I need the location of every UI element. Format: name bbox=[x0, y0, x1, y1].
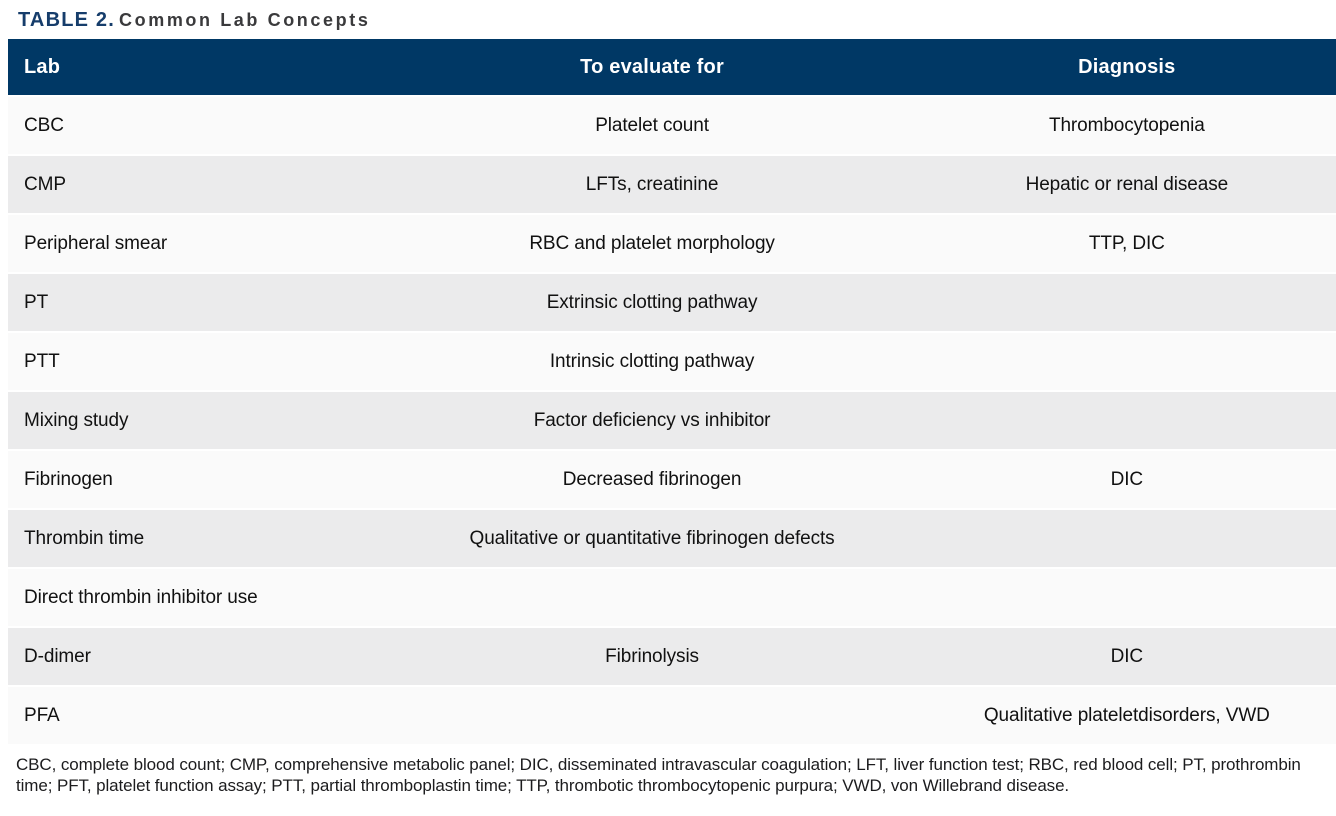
cell-evaluate bbox=[386, 686, 918, 746]
cell-diagnosis: Hepatic or renal disease bbox=[917, 155, 1336, 215]
table-row: PTT Intrinsic clotting pathway bbox=[8, 332, 1336, 392]
cell-evaluate: Decreased fibrinogen bbox=[386, 450, 918, 510]
table-row: PFA Qualitative plateletdisorders, VWD bbox=[8, 686, 1336, 746]
table-row: Thrombin time Qualitative or quantitative… bbox=[8, 509, 1336, 569]
table-caption: TABLE 2. Common Lab Concepts bbox=[18, 0, 1336, 39]
cell-lab: PFA bbox=[8, 686, 387, 746]
cell-diagnosis bbox=[917, 391, 1336, 451]
abbreviations-footnote: CBC, complete blood count; CMP, comprehe… bbox=[16, 755, 1301, 796]
cell-lab: Fibrinogen bbox=[8, 450, 387, 510]
cell-evaluate: Extrinsic clotting pathway bbox=[386, 273, 918, 333]
cell-diagnosis bbox=[917, 568, 1336, 628]
cell-lab: Thrombin time bbox=[8, 509, 387, 569]
table-row: PT Extrinsic clotting pathway bbox=[8, 273, 1336, 333]
cell-lab: Mixing study bbox=[8, 391, 387, 451]
cell-diagnosis bbox=[917, 273, 1336, 333]
table-header-row: Lab To evaluate for Diagnosis bbox=[8, 39, 1336, 97]
cell-lab: CBC bbox=[8, 96, 387, 156]
cell-diagnosis: Thrombocytopenia bbox=[917, 96, 1336, 156]
cell-diagnosis: DIC bbox=[917, 627, 1336, 687]
table-row: CMP LFTs, creatinine Hepatic or renal dise… bbox=[8, 155, 1336, 215]
table-row: Peripheral smear RBC and platelet morphol… bbox=[8, 214, 1336, 274]
table-body: CBC Platelet count Thrombocytopenia CMP LFTs… bbox=[8, 96, 1336, 746]
cell-evaluate: Platelet count bbox=[386, 96, 918, 156]
cell-lab: PTT bbox=[8, 332, 387, 392]
cell-lab: PT bbox=[8, 273, 387, 333]
cell-diagnosis bbox=[917, 332, 1336, 392]
cell-diagnosis: TTP, DIC bbox=[917, 214, 1336, 274]
table-row: D-dimer Fibrinolysis DIC bbox=[8, 627, 1336, 687]
cell-lab: CMP bbox=[8, 155, 387, 215]
common-lab-concepts-table: Lab To evaluate for Diagnosis CBC Platele… bbox=[8, 39, 1336, 746]
table-row: Direct thrombin inhibitor use bbox=[8, 568, 1336, 628]
cell-evaluate: Factor deficiency vs inhibitor bbox=[386, 391, 918, 451]
column-header-diagnosis: Diagnosis bbox=[917, 39, 1336, 97]
table-caption-label: TABLE 2. bbox=[18, 9, 116, 31]
cell-evaluate: Intrinsic clotting pathway bbox=[386, 332, 918, 392]
column-header-to-evaluate-for: To evaluate for bbox=[386, 39, 918, 97]
cell-evaluate: Qualitative or quantitative fibrinogen d… bbox=[386, 509, 918, 569]
cell-evaluate bbox=[386, 568, 918, 628]
cell-evaluate: Fibrinolysis bbox=[386, 627, 918, 687]
cell-diagnosis: Qualitative plateletdisorders, VWD bbox=[917, 686, 1336, 746]
table-row: Fibrinogen Decreased fibrinogen DIC bbox=[8, 450, 1336, 510]
table-row: CBC Platelet count Thrombocytopenia bbox=[8, 96, 1336, 156]
cell-diagnosis bbox=[917, 509, 1336, 569]
cell-lab: Peripheral smear bbox=[8, 214, 387, 274]
table-caption-text: Common Lab Concepts bbox=[119, 10, 371, 30]
cell-evaluate: LFTs, creatinine bbox=[386, 155, 918, 215]
cell-lab: Direct thrombin inhibitor use bbox=[8, 568, 387, 628]
table-row: Mixing study Factor deficiency vs inhibit… bbox=[8, 391, 1336, 451]
cell-lab: D-dimer bbox=[8, 627, 387, 687]
cell-diagnosis: DIC bbox=[917, 450, 1336, 510]
column-header-lab: Lab bbox=[8, 39, 387, 97]
cell-evaluate: RBC and platelet morphology bbox=[386, 214, 918, 274]
